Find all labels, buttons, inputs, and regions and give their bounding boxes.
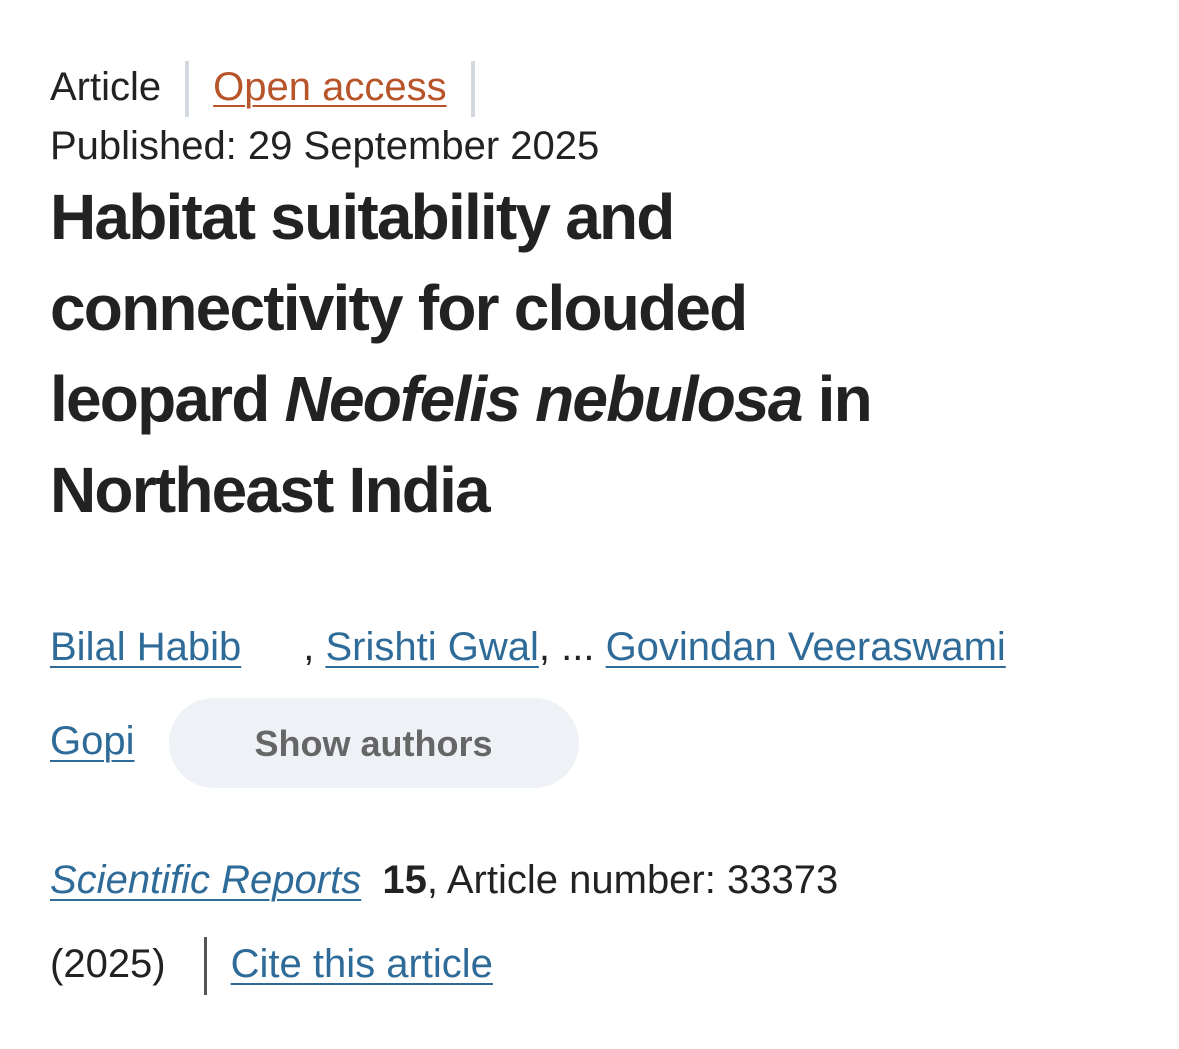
volume: 15 <box>382 858 427 902</box>
author-link[interactable]: Bilal Habib <box>50 625 242 669</box>
published-date: Published: 29 September 2025 <box>50 124 600 169</box>
separator: , ... <box>538 625 595 669</box>
citation: Scientific Reports 15, Article number: 3… <box>50 838 1130 1006</box>
cite-link[interactable]: Cite this article <box>230 942 493 986</box>
title-line: Northeast India <box>50 454 491 526</box>
article-title: Habitat suitability and connectivity for… <box>50 172 873 536</box>
separator: , <box>303 625 315 669</box>
open-access-link[interactable]: Open access <box>213 65 447 109</box>
author-link[interactable]: Govindan Veeraswami Gopi <box>50 625 1006 763</box>
article-type: Article <box>50 65 162 109</box>
species-name: Neofelis nebulosa <box>284 363 804 435</box>
author-link[interactable]: Srishti Gwal <box>325 625 539 669</box>
journal-link[interactable]: Scientific Reports <box>50 858 362 902</box>
authors: Bilal Habib, Srishti Gwal, ... Govindan … <box>50 600 1050 789</box>
year: (2025) <box>50 942 166 986</box>
title-line: Habitat suitability and <box>50 181 675 253</box>
title-line: leopard <box>50 363 270 435</box>
divider <box>203 937 207 996</box>
show-authors-button[interactable]: Show authors <box>168 698 579 789</box>
divider <box>470 61 475 118</box>
article-number: , Article number: 33373 <box>426 858 839 902</box>
title-line: in <box>817 363 873 435</box>
meta: Article Open access Published: 29 Septemb… <box>50 58 599 175</box>
title-line: connectivity for clouded <box>50 272 748 344</box>
divider <box>185 61 190 118</box>
